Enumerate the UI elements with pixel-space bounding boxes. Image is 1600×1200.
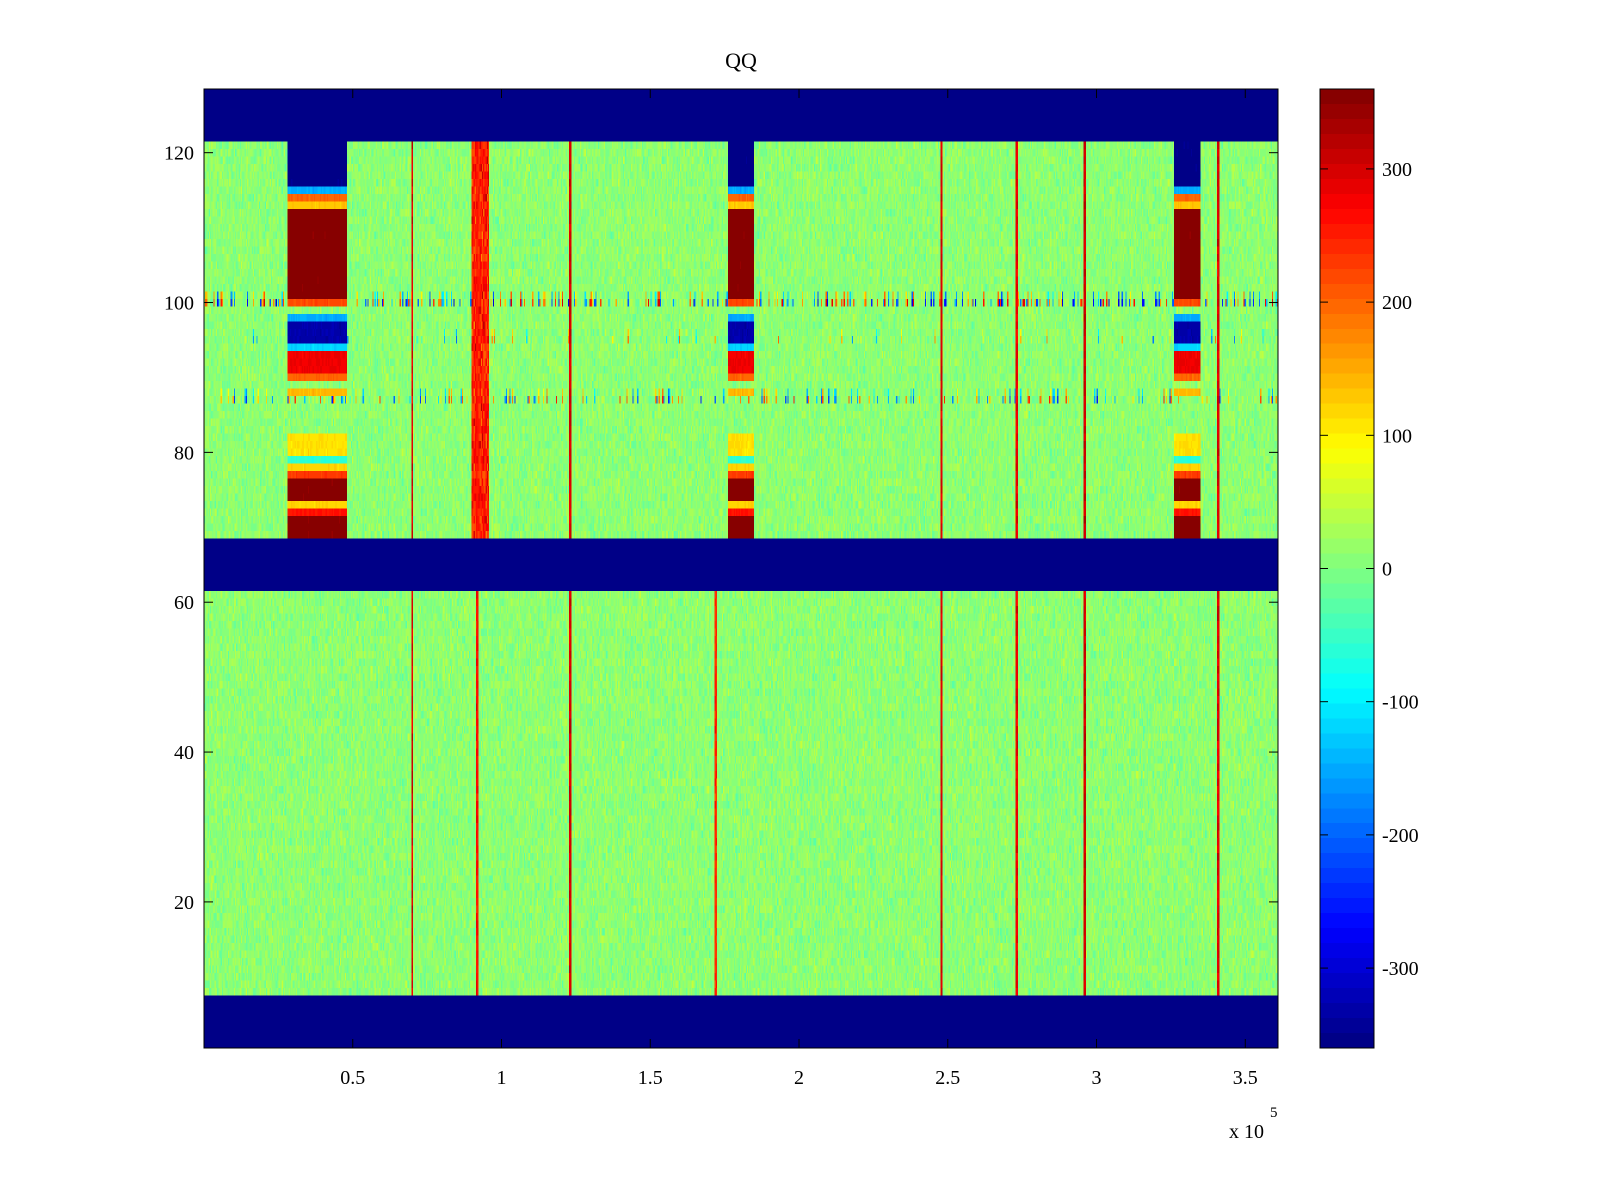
colorbar-tick-label: 200 (1382, 292, 1412, 314)
colorbar-tick-label: 0 (1382, 559, 1392, 581)
x-exponent-power: 5 (1270, 1105, 1278, 1121)
x-axis-exponent: x 10 5 (1229, 1105, 1278, 1143)
y-tick-label: 40 (174, 742, 194, 764)
colorbar-tick-label: 100 (1382, 425, 1412, 447)
y-axis: 20 40 60 80 100 120 (164, 143, 1278, 914)
x-tick-label: 3.5 (1233, 1067, 1258, 1089)
colorbar-ticks: -300 -200 -100 0 100 200 300 (1320, 159, 1419, 980)
colorbar: -300 -200 -100 0 100 200 300 (1319, 88, 1419, 1049)
y-tick-label: 100 (164, 293, 194, 315)
heatmap-image (204, 89, 1278, 1048)
y-tick-label: 60 (174, 592, 194, 614)
plot-frame (203, 88, 1279, 1049)
colorbar-tick-label: -100 (1382, 692, 1419, 714)
plot-area (203, 88, 1279, 1049)
colorbar-tick-label: -200 (1382, 825, 1419, 847)
x-tick-label: 1 (497, 1067, 507, 1089)
y-tick-label: 20 (174, 892, 194, 914)
colorbar-gradient (1320, 89, 1374, 1048)
x-exponent-base: x 10 (1229, 1121, 1264, 1143)
x-tick-label: 2.5 (935, 1067, 960, 1089)
x-axis: 0.5 1 1.5 2 2.5 3 3.5 (340, 89, 1258, 1089)
x-tick-label: 3 (1092, 1067, 1102, 1089)
colorbar-tick-label: -300 (1382, 958, 1419, 980)
colorbar-tick-label: 300 (1382, 159, 1412, 181)
x-tick-label: 1.5 (638, 1067, 663, 1089)
y-tick-label: 120 (164, 143, 194, 165)
y-tick-label: 80 (174, 442, 194, 464)
x-tick-label: 2 (794, 1067, 804, 1089)
x-tick-label: 0.5 (340, 1067, 365, 1089)
chart-title: QQ (725, 48, 757, 73)
